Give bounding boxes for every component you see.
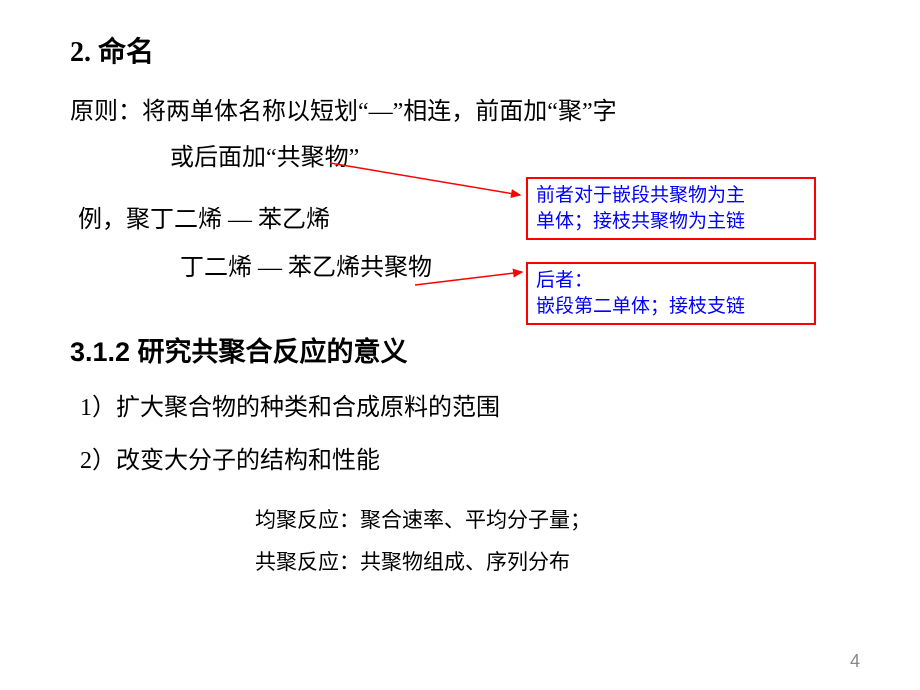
point-2: 2）改变大分子的结构和性能 xyxy=(80,440,870,475)
note-box-latter: 后者： 嵌段第二单体；接枝支链 xyxy=(526,262,816,325)
note-box-former: 前者对于嵌段共聚物为主 单体；接枝共聚物为主链 xyxy=(526,177,816,240)
note1-line2: 单体；接枝共聚物为主链 xyxy=(536,209,806,235)
note2-line1: 后者： xyxy=(536,268,806,294)
note1-line1: 前者对于嵌段共聚物为主 xyxy=(536,183,806,209)
section-heading-naming: 2. 命名 xyxy=(70,30,870,70)
principle-line2: 或后面加“共聚物” xyxy=(170,136,870,182)
sub-notes: 均聚反应：聚合速率、平均分子量； 共聚反应：共聚物组成、序列分布 xyxy=(255,500,870,584)
sub-line-co: 共聚反应：共聚物组成、序列分布 xyxy=(255,542,870,584)
principle-line1: 原则：将两单体名称以短划“—”相连，前面加“聚”字 xyxy=(70,90,870,136)
slide: 2. 命名 原则：将两单体名称以短划“—”相连，前面加“聚”字 或后面加“共聚物… xyxy=(0,0,920,690)
note2-line2: 嵌段第二单体；接枝支链 xyxy=(536,294,806,320)
sub-line-homo: 均聚反应：聚合速率、平均分子量； xyxy=(255,500,870,542)
point-1: 1）扩大聚合物的种类和合成原料的范围 xyxy=(80,387,870,422)
page-number: 4 xyxy=(850,651,860,672)
section-heading-312: 3.1.2 研究共聚合反应的意义 xyxy=(70,330,870,369)
